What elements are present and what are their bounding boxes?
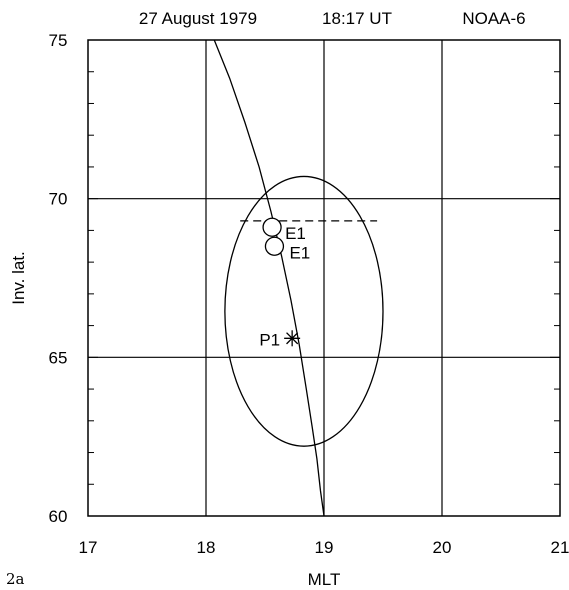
satellite-track bbox=[213, 39, 325, 517]
oval-boundary bbox=[224, 175, 384, 447]
grid bbox=[88, 40, 560, 516]
x-axis-label: MLT bbox=[308, 570, 341, 589]
header-date: 27 August 1979 bbox=[139, 9, 257, 28]
x-tick-label: 19 bbox=[315, 538, 334, 557]
header-time: 18:17 UT bbox=[322, 9, 392, 28]
x-tick-label: 17 bbox=[79, 538, 98, 557]
x-tick-label: 20 bbox=[433, 538, 452, 557]
header-satellite: NOAA-6 bbox=[462, 9, 525, 28]
y-tick-label: 65 bbox=[49, 348, 68, 367]
x-tick-label: 18 bbox=[197, 538, 216, 557]
plot-shapes bbox=[213, 39, 384, 517]
event-label: P1 bbox=[259, 330, 280, 349]
figure-label: 2a bbox=[6, 570, 25, 588]
event-label: E1 bbox=[289, 243, 310, 262]
event-label: E1 bbox=[285, 224, 306, 243]
event-marker-circle bbox=[264, 236, 285, 256]
event-marker-circle bbox=[262, 217, 282, 237]
plot-frame bbox=[87, 39, 561, 517]
y-tick-label: 75 bbox=[49, 31, 68, 50]
axis-ticks: 60 65 70 75 17 18 19 20 21 bbox=[49, 31, 569, 557]
y-tick-label: 60 bbox=[49, 507, 68, 526]
x-tick-label: 21 bbox=[551, 538, 569, 557]
y-tick-label: 70 bbox=[49, 190, 68, 209]
event-marker-asterisk bbox=[284, 330, 301, 347]
y-axis-label: Inv. lat. bbox=[9, 251, 28, 305]
